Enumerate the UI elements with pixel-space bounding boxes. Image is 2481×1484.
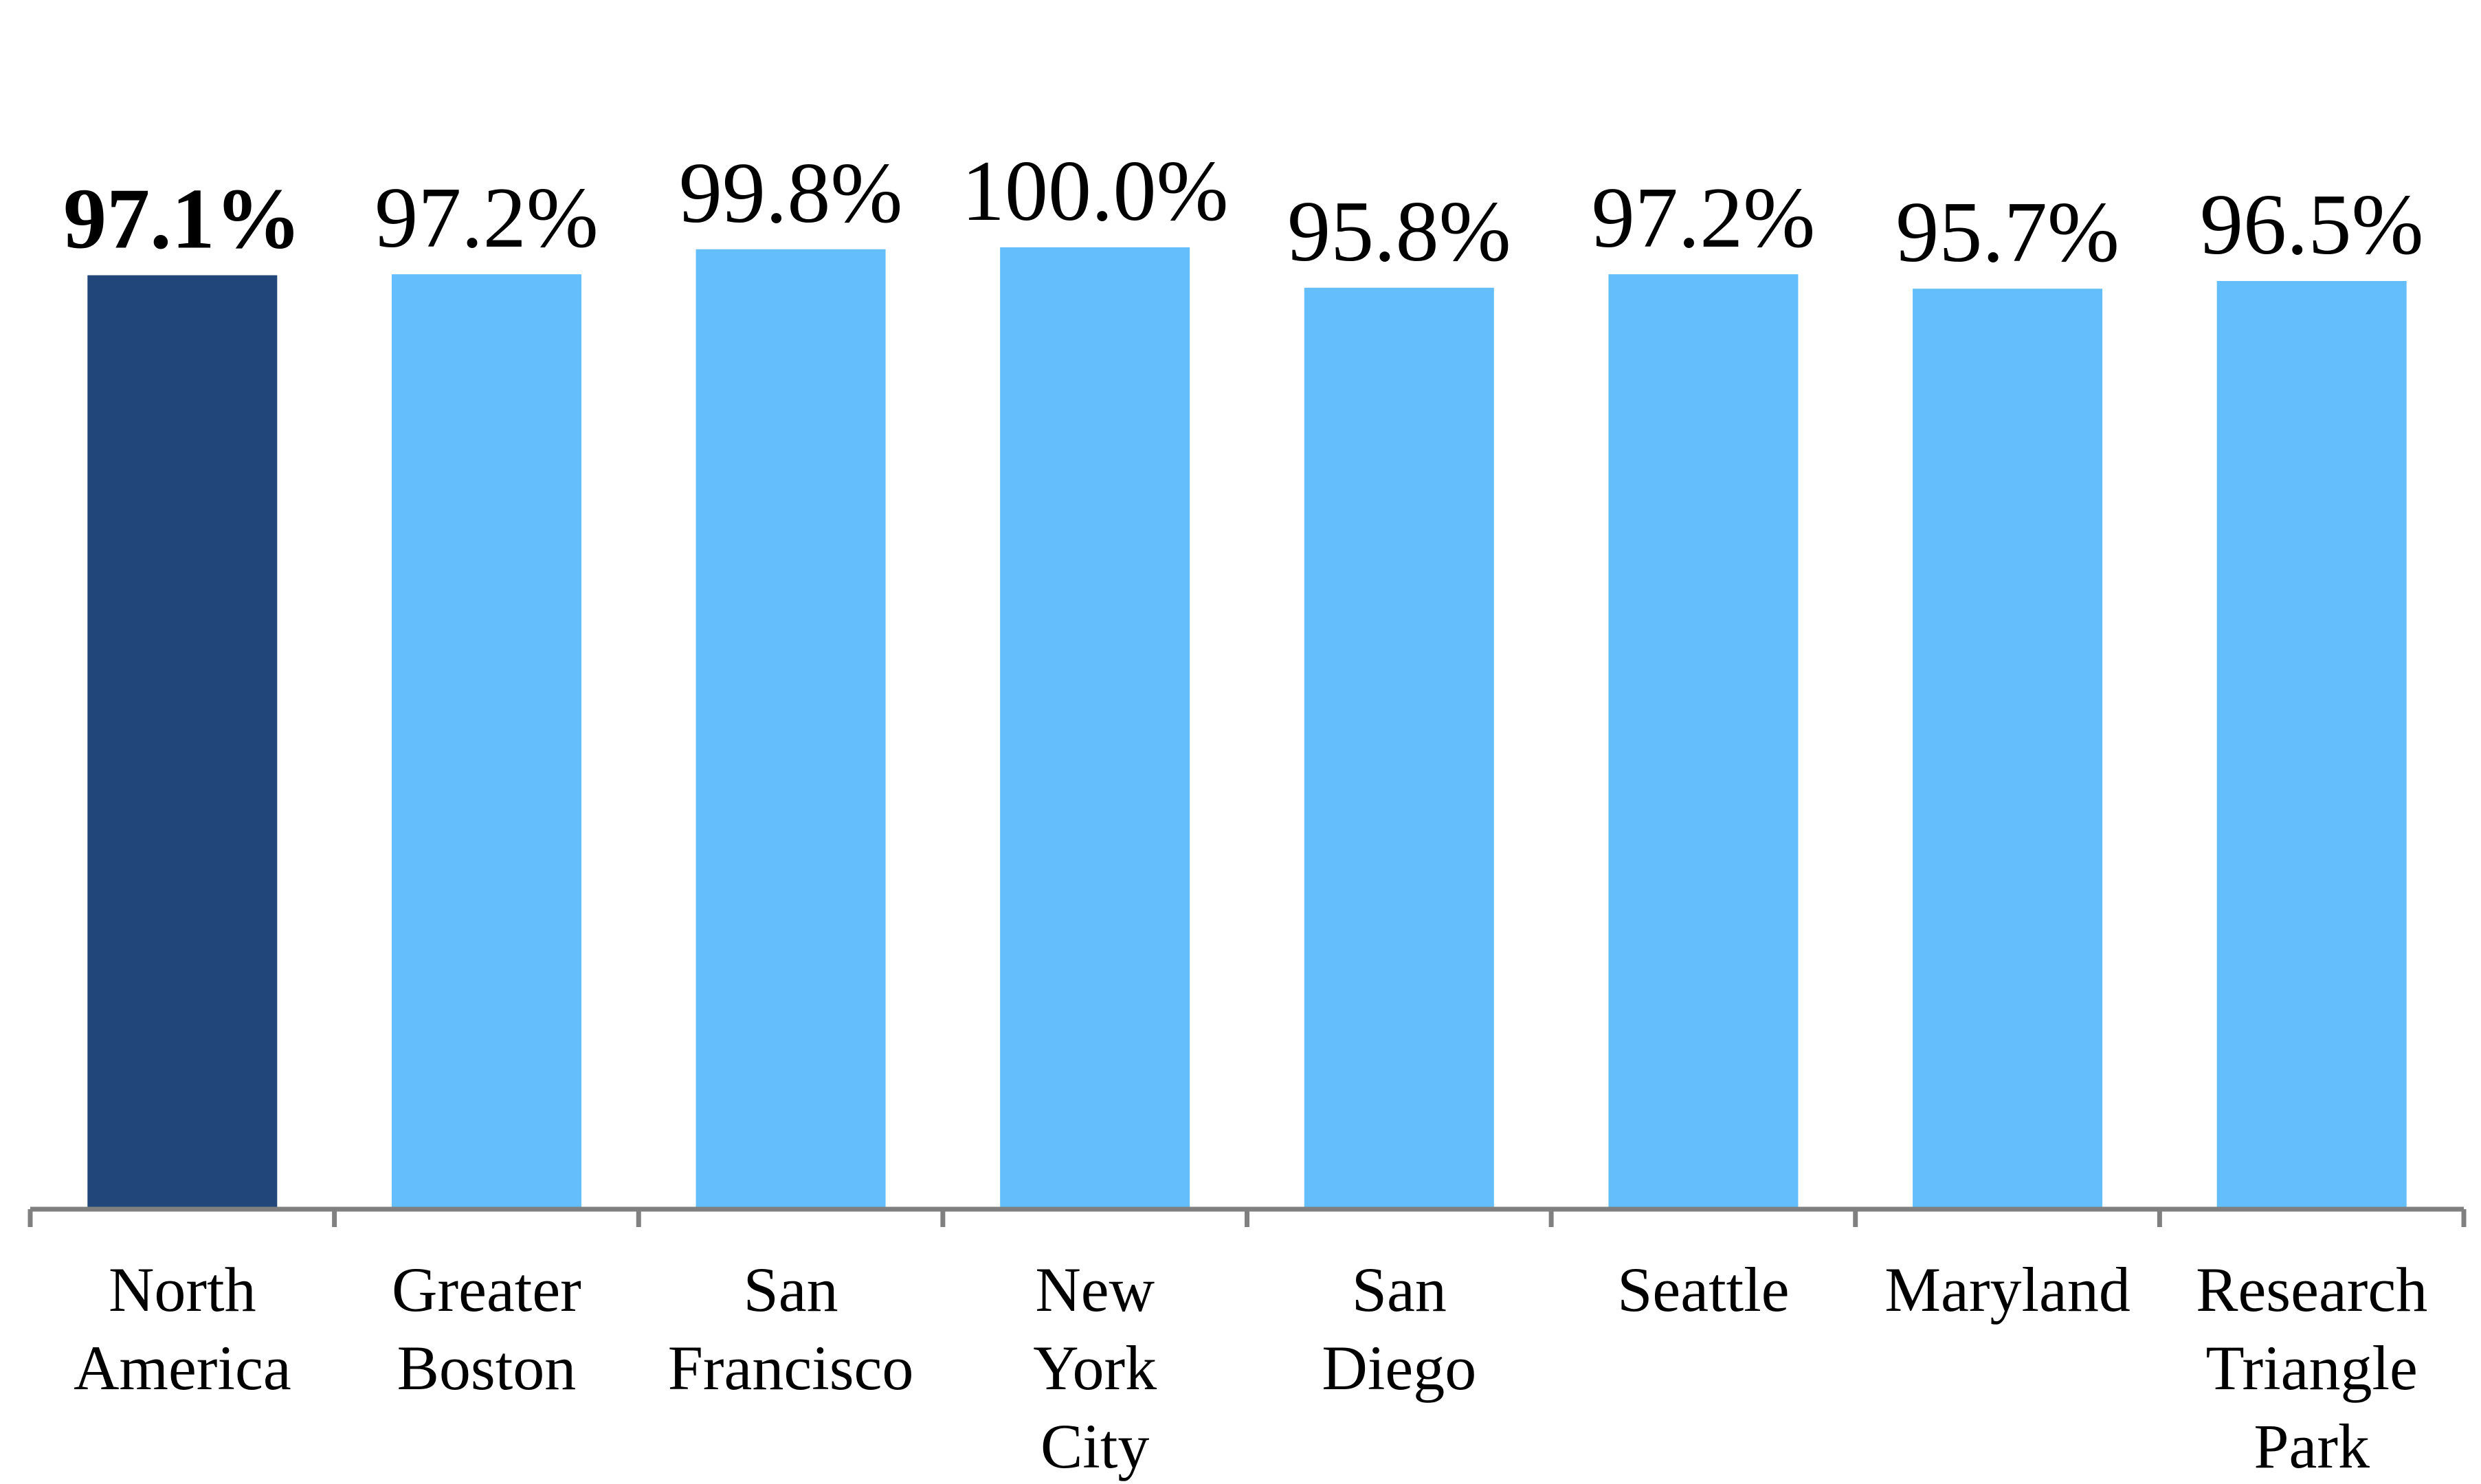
- value-label-1: 97.2%: [375, 170, 598, 266]
- value-label-3: 100.0%: [961, 144, 1228, 239]
- bar-3: [1000, 247, 1190, 1209]
- x-axis: [27, 1206, 2467, 1227]
- bar-2: [696, 249, 886, 1209]
- bar-6: [1913, 289, 2103, 1210]
- category-label-5: Seattle: [1617, 1255, 1789, 1325]
- bar-5: [1608, 274, 1799, 1210]
- value-label-4: 95.8%: [1287, 184, 1511, 280]
- value-label-0: 97.1%: [63, 172, 302, 267]
- value-labels-group: 97.1% 97.2% 99.8% 100.0% 95.8% 97.2% 95.7% 96.5…: [63, 144, 2423, 280]
- bar-1: [391, 274, 581, 1210]
- bar-0: [87, 275, 278, 1210]
- category-label-4: San Diego: [1322, 1255, 1476, 1403]
- value-label-2: 99.8%: [679, 146, 902, 241]
- category-label-6: Maryland: [1884, 1255, 2130, 1325]
- category-labels-group: North America Greater Boston San Francisco New…: [74, 1255, 2427, 1481]
- bar-4: [1304, 287, 1494, 1209]
- value-label-5: 97.2%: [1592, 170, 1815, 266]
- value-label-6: 95.7%: [1895, 185, 2119, 280]
- category-label-3: New York City: [1033, 1255, 1157, 1481]
- category-label-7: Research Triangle Park: [2196, 1255, 2427, 1481]
- bars-group: [87, 247, 2407, 1210]
- category-label-2: San Francisco: [668, 1255, 914, 1403]
- value-label-7: 96.5%: [2200, 177, 2423, 273]
- category-label-1: Greater Boston: [392, 1255, 581, 1403]
- bar-7: [2216, 281, 2407, 1209]
- category-label-0: North America: [74, 1255, 291, 1403]
